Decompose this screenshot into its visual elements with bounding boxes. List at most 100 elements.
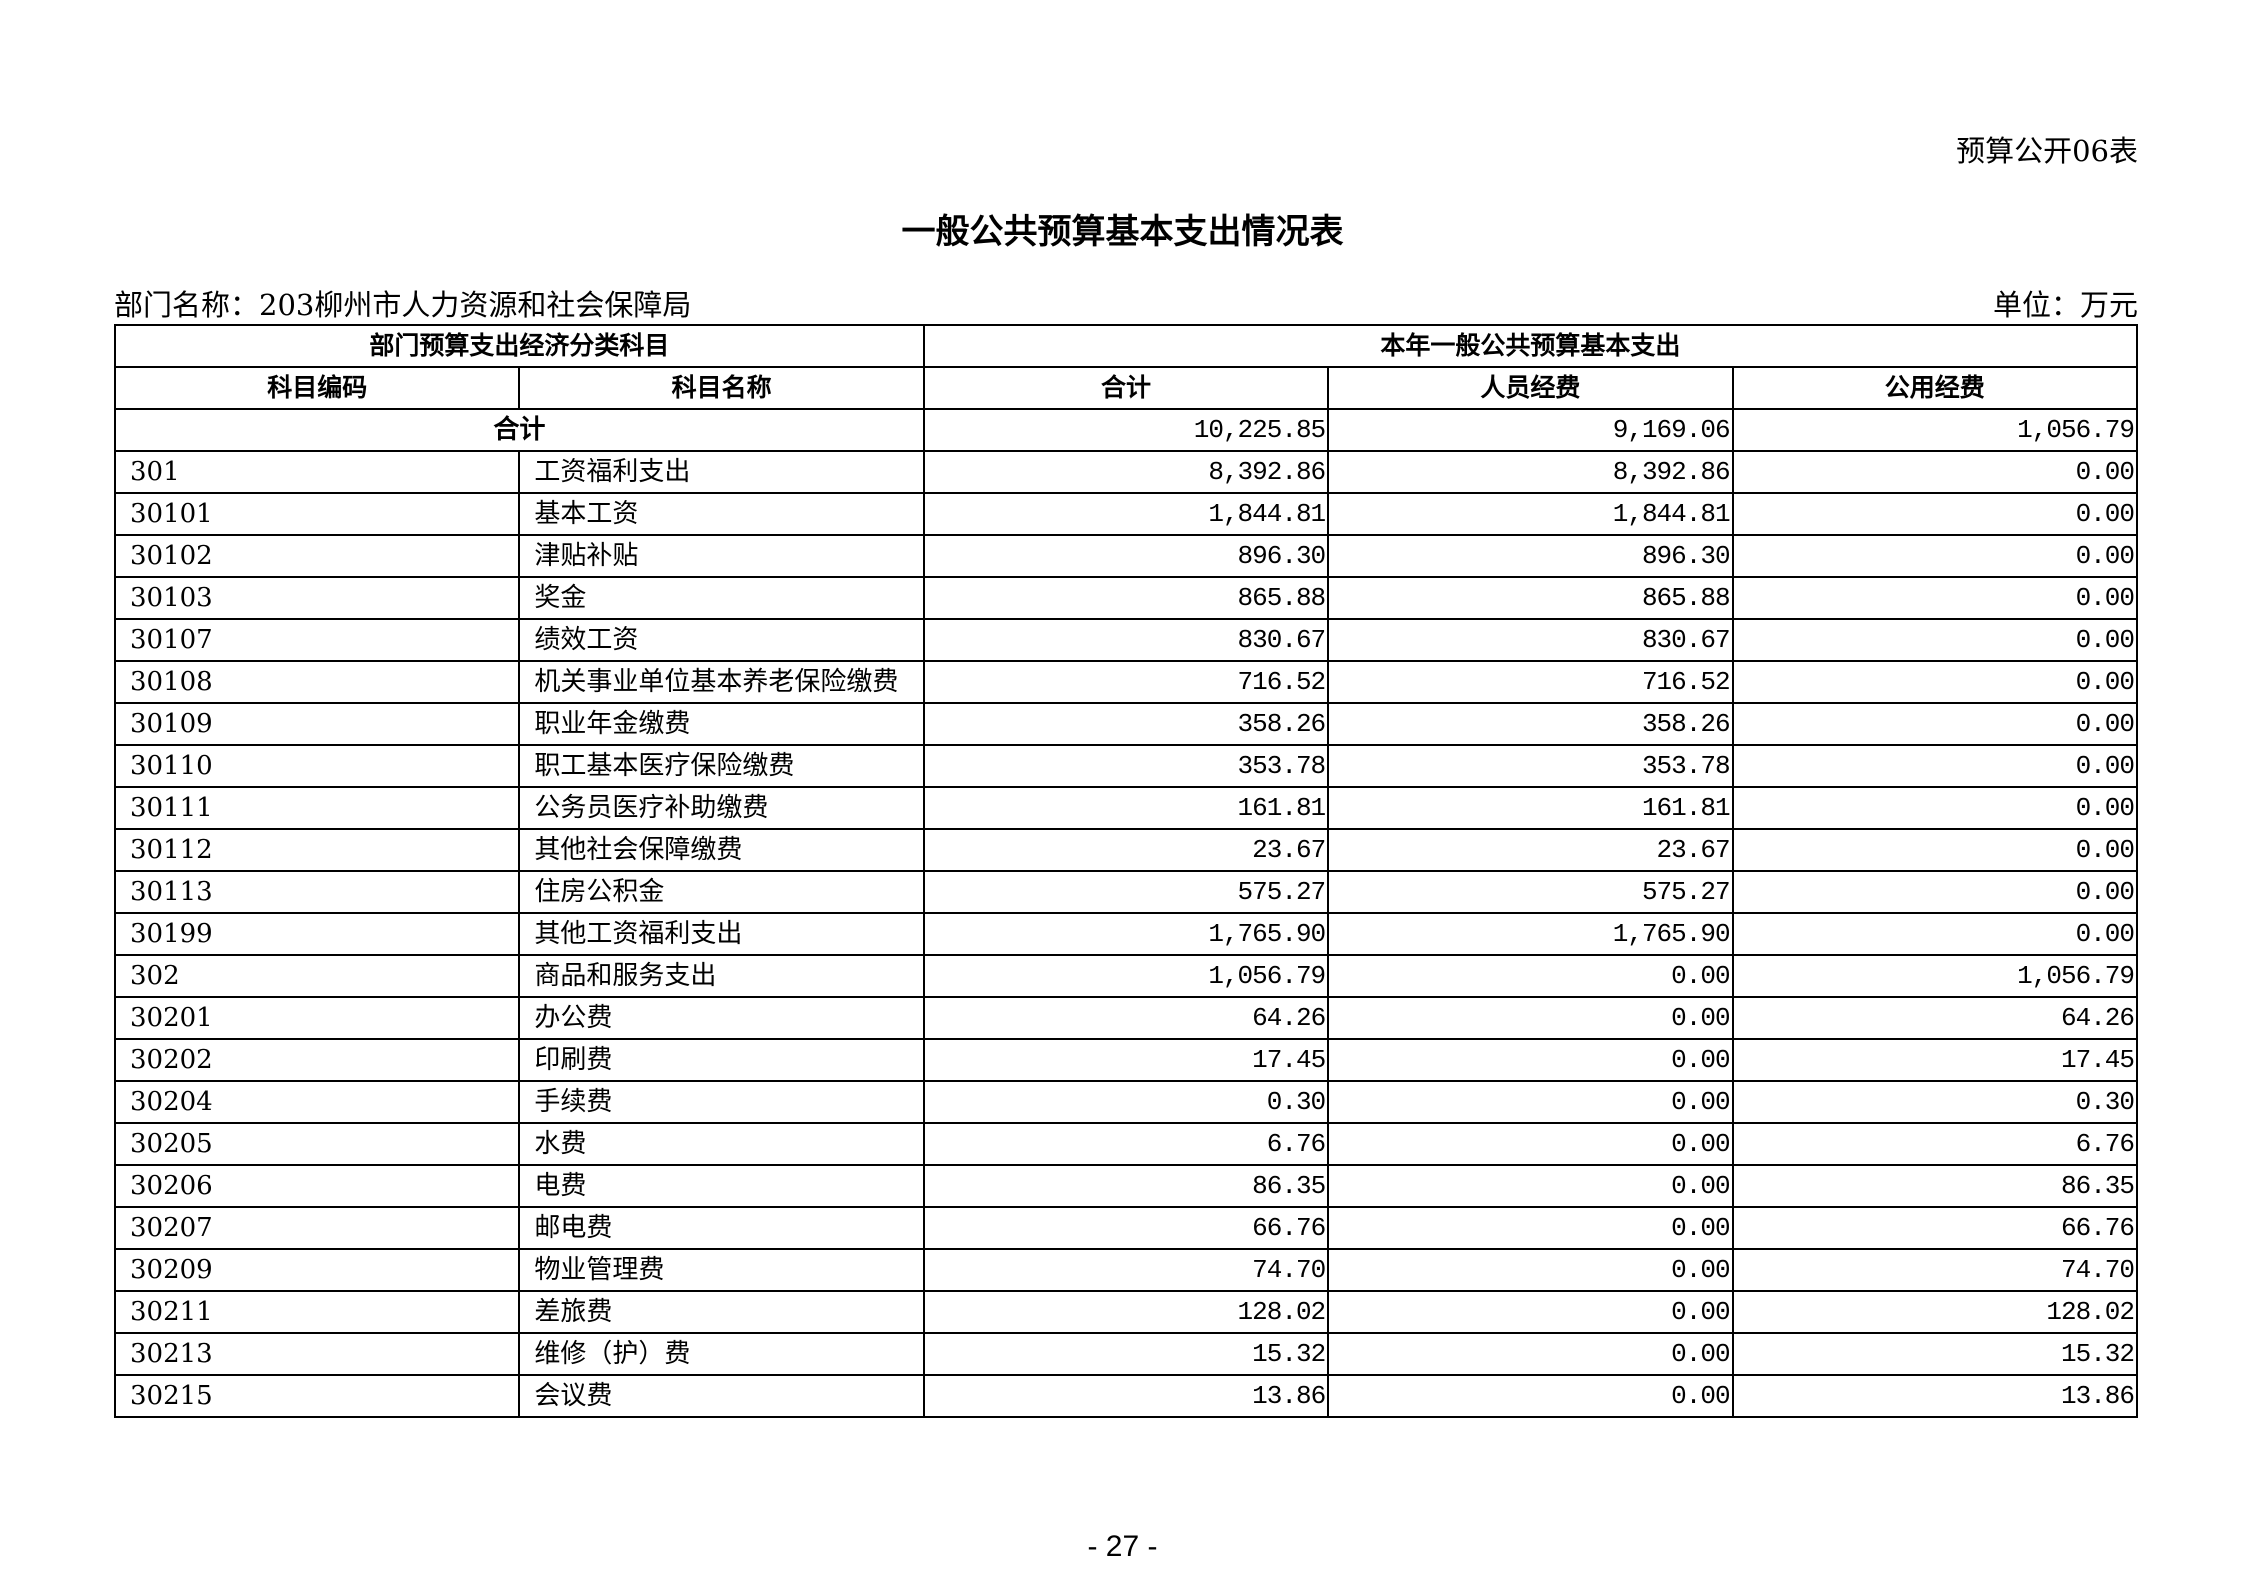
cell-code: 301	[113, 450, 521, 494]
column-header-public: 公用经费	[1731, 366, 2139, 410]
cell-personnel: 865.88	[1327, 576, 1734, 620]
cell-personnel: 0.00	[1327, 1248, 1734, 1292]
total-sum: 10,225.85	[922, 408, 1330, 452]
cell-public: 0.00	[1731, 786, 2139, 830]
cell-name: 手续费	[518, 1080, 925, 1124]
cell-name: 邮电费	[518, 1206, 925, 1250]
cell-personnel: 1,844.81	[1327, 492, 1734, 536]
cell-personnel: 0.00	[1327, 1038, 1734, 1082]
cell-public: 0.00	[1731, 618, 2139, 662]
cell-personnel: 0.00	[1327, 1080, 1734, 1124]
cell-public: 1,056.79	[1731, 954, 2139, 998]
table-row: 30111 公务员医疗补助缴费 161.81 161.81 0.00	[113, 786, 2139, 830]
total-label: 合计	[114, 408, 925, 452]
cell-personnel: 0.00	[1327, 1332, 1734, 1376]
table-row: 30204 手续费 0.30 0.00 0.30	[113, 1080, 2139, 1124]
group-header-row: 部门预算支出经济分类科目 本年一般公共预算基本支出	[114, 324, 2139, 368]
cell-code: 30111	[113, 786, 521, 830]
cell-code: 30107	[113, 618, 521, 662]
cell-total: 17.45	[922, 1038, 1330, 1082]
budget-table: 部门预算支出经济分类科目 本年一般公共预算基本支出 科目编码 科目名称 合计 人…	[113, 324, 2139, 1418]
cell-code: 30207	[113, 1206, 521, 1250]
column-header-code: 科目编码	[113, 366, 521, 410]
cell-public: 66.76	[1731, 1206, 2139, 1250]
cell-name: 印刷费	[518, 1038, 925, 1082]
cell-public: 0.00	[1731, 702, 2139, 746]
cell-personnel: 0.00	[1327, 1122, 1734, 1166]
cell-code: 30205	[113, 1122, 521, 1166]
cell-code: 30199	[113, 912, 521, 956]
cell-public: 0.00	[1731, 912, 2139, 956]
cell-total: 865.88	[922, 576, 1330, 620]
cell-public: 17.45	[1731, 1038, 2139, 1082]
cell-code: 30215	[113, 1374, 521, 1418]
cell-code: 302	[113, 954, 521, 998]
table-row: 30206 电费 86.35 0.00 86.35	[113, 1164, 2139, 1208]
cell-total: 74.70	[922, 1248, 1330, 1292]
cell-total: 8,392.86	[922, 450, 1330, 494]
cell-total: 23.67	[922, 828, 1330, 872]
column-header-row: 科目编码 科目名称 合计 人员经费 公用经费	[113, 366, 2139, 410]
cell-name: 基本工资	[518, 492, 925, 536]
form-number: 预算公开06表	[1956, 134, 2138, 168]
table-row: 30101 基本工资 1,844.81 1,844.81 0.00	[113, 492, 2139, 536]
cell-name: 电费	[518, 1164, 925, 1208]
cell-total: 1,765.90	[922, 912, 1330, 956]
group-header-classification: 部门预算支出经济分类科目	[114, 324, 925, 368]
cell-total: 830.67	[922, 618, 1330, 662]
cell-public: 0.00	[1731, 870, 2139, 914]
table-row: 30102 津贴补贴 896.30 896.30 0.00	[113, 534, 2139, 578]
cell-name: 住房公积金	[518, 870, 925, 914]
table-row: 30108 机关事业单位基本养老保险缴费 716.52 716.52 0.00	[113, 660, 2139, 704]
table-row: 30199 其他工资福利支出 1,765.90 1,765.90 0.00	[113, 912, 2139, 956]
cell-code: 30113	[113, 870, 521, 914]
cell-total: 66.76	[922, 1206, 1330, 1250]
cell-public: 0.00	[1731, 744, 2139, 788]
cell-personnel: 575.27	[1327, 870, 1734, 914]
cell-total: 353.78	[922, 744, 1330, 788]
cell-name: 商品和服务支出	[518, 954, 925, 998]
table-row: 30211 差旅费 128.02 0.00 128.02	[113, 1290, 2139, 1334]
table-row: 301 工资福利支出 8,392.86 8,392.86 0.00	[113, 450, 2139, 494]
cell-total: 161.81	[922, 786, 1330, 830]
cell-code: 30209	[113, 1248, 521, 1292]
cell-name: 公务员医疗补助缴费	[518, 786, 925, 830]
total-personnel: 9,169.06	[1327, 408, 1734, 452]
column-header-total: 合计	[922, 366, 1330, 410]
cell-name: 维修（护）费	[518, 1332, 925, 1376]
cell-personnel: 8,392.86	[1327, 450, 1734, 494]
table-row: 30209 物业管理费 74.70 0.00 74.70	[113, 1248, 2139, 1292]
cell-total: 128.02	[922, 1290, 1330, 1334]
cell-public: 15.32	[1731, 1332, 2139, 1376]
cell-public: 0.00	[1731, 534, 2139, 578]
cell-name: 其他社会保障缴费	[518, 828, 925, 872]
cell-name: 办公费	[518, 996, 925, 1040]
cell-name: 津贴补贴	[518, 534, 925, 578]
cell-personnel: 0.00	[1327, 1206, 1734, 1250]
cell-total: 1,844.81	[922, 492, 1330, 536]
cell-code: 30103	[113, 576, 521, 620]
table-row: 30109 职业年金缴费 358.26 358.26 0.00	[113, 702, 2139, 746]
cell-name: 职工基本医疗保险缴费	[518, 744, 925, 788]
cell-personnel: 23.67	[1327, 828, 1734, 872]
table-row: 30103 奖金 865.88 865.88 0.00	[113, 576, 2139, 620]
table-row: 30201 办公费 64.26 0.00 64.26	[113, 996, 2139, 1040]
cell-code: 30204	[113, 1080, 521, 1124]
cell-name: 其他工资福利支出	[518, 912, 925, 956]
cell-name: 差旅费	[518, 1290, 925, 1334]
page-title: 一般公共预算基本支出情况表	[901, 212, 1344, 252]
cell-total: 6.76	[922, 1122, 1330, 1166]
cell-code: 30108	[113, 660, 521, 704]
cell-code: 30109	[113, 702, 521, 746]
column-header-name: 科目名称	[518, 366, 925, 410]
cell-personnel: 0.00	[1327, 1290, 1734, 1334]
cell-name: 机关事业单位基本养老保险缴费	[518, 660, 925, 704]
column-header-personnel: 人员经费	[1327, 366, 1734, 410]
cell-personnel: 0.00	[1327, 996, 1734, 1040]
cell-total: 86.35	[922, 1164, 1330, 1208]
table-row: 30215 会议费 13.86 0.00 13.86	[113, 1374, 2139, 1418]
cell-name: 会议费	[518, 1374, 925, 1418]
table-row: 30202 印刷费 17.45 0.00 17.45	[113, 1038, 2139, 1082]
cell-code: 30213	[113, 1332, 521, 1376]
cell-personnel: 830.67	[1327, 618, 1734, 662]
